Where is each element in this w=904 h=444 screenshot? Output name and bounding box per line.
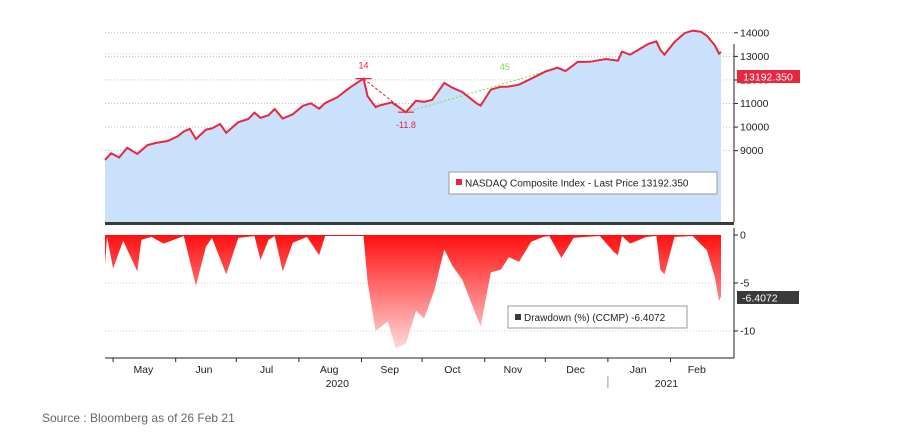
drawdown-legend: Drawdown (%) (CCMP) -6.4072 <box>507 305 688 329</box>
drawdown-panel: 0 -5 -10 -6.4072 Drawdown (%) (CCMP) -6.40… <box>105 228 799 358</box>
x-tick-label: Sep <box>380 364 399 376</box>
x-tick-label: Feb <box>688 364 706 376</box>
recovery-annotation-line <box>405 71 546 113</box>
x-tick-label: Oct <box>444 364 460 376</box>
x-tick-label: Jan <box>630 364 647 376</box>
price-y-tick-label: 11000 <box>740 98 769 110</box>
recovery-annotation-label: 45 <box>500 62 510 72</box>
price-y-tick-label: 10000 <box>740 122 769 134</box>
time-x-axis: May Jun Jul Aug Sep Oct Nov Dec Jan Feb 2020 2021 <box>105 357 734 390</box>
last-price-tag-bg <box>737 70 800 83</box>
x-tick-label: May <box>133 364 154 376</box>
price-panel: 14 -11.8 45 1400013000120001100010000900… <box>104 27 800 222</box>
drawdown-legend-text: Drawdown (%) (CCMP) -6.4072 <box>524 313 666 324</box>
price-legend-swatch <box>456 179 462 185</box>
x-tick-label: Jul <box>260 364 273 376</box>
price-legend-box <box>448 171 718 195</box>
drawdown-area-fill <box>105 235 721 349</box>
drawdown-y-tick-label: -10 <box>740 326 755 338</box>
x-tick-label: Nov <box>504 364 523 376</box>
x-tick-label: Jun <box>195 364 212 376</box>
source-note: Source : Bloomberg as of 26 Feb 21 <box>42 411 235 425</box>
year-label-2021: 2021 <box>655 378 679 390</box>
last-price-tag: 13192.350 <box>737 70 800 84</box>
drawdown-legend-swatch <box>515 314 521 320</box>
drawdown-last-value-tag: -6.4072 <box>737 291 799 305</box>
peak-annotation-label: 14 <box>359 61 369 71</box>
drawdown-last-value-tag-bg <box>737 291 799 304</box>
last-price-tag-text: 13192.350 <box>743 72 793 84</box>
year-label-2020: 2020 <box>326 378 350 390</box>
trough-annotation-label: -11.8 <box>396 120 416 130</box>
x-tick-label: Aug <box>320 364 339 376</box>
drawdown-y-tick-label: -5 <box>740 278 749 290</box>
price-y-tick-label: 13000 <box>740 51 769 63</box>
drawdown-last-value-tag-text: -6.4072 <box>742 293 778 305</box>
drawdown-y-tick-label: 0 <box>740 230 746 242</box>
x-tick-label: Dec <box>566 364 585 376</box>
drawdown-legend-box <box>507 305 688 329</box>
price-y-tick-label: 9000 <box>740 145 764 157</box>
drawdown-y-axis: 0 -5 -10 <box>733 228 755 358</box>
price-y-tick-label: 14000 <box>740 27 769 39</box>
price-legend-text: NASDAQ Composite Index - Last Price 1319… <box>465 179 689 190</box>
price-y-axis: 14000130001200011000100009000 <box>733 27 769 222</box>
price-series-line <box>104 29 722 161</box>
panel-divider <box>105 222 734 225</box>
price-legend: NASDAQ Composite Index - Last Price 1319… <box>448 171 718 195</box>
